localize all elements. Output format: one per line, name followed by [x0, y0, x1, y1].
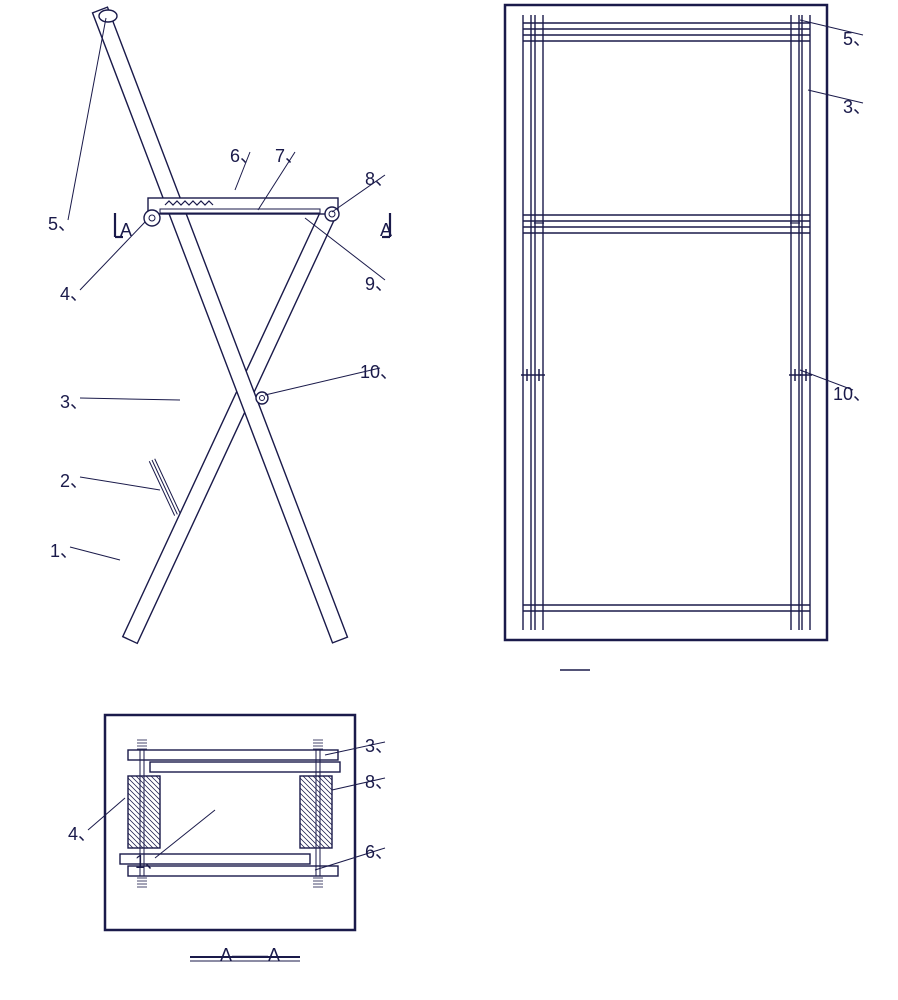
- annotation: A: [120, 220, 132, 241]
- callout-r3: 3、: [843, 93, 871, 119]
- annotation: A: [380, 220, 392, 241]
- callout-l3: 3、: [60, 388, 88, 414]
- callout-b8: 8、: [365, 768, 393, 794]
- callout-r5: 5、: [843, 25, 871, 51]
- callout-l7: 7、: [275, 142, 303, 168]
- callout-l9: 9、: [365, 270, 393, 296]
- callout-b1: 1、: [135, 848, 163, 874]
- callout-b4: 4、: [68, 820, 96, 846]
- callout-l5: 5、: [48, 210, 76, 236]
- callout-b3: 3、: [365, 732, 393, 758]
- callout-l2: 2、: [60, 467, 88, 493]
- callout-r10: 10、: [833, 380, 871, 406]
- callout-b6: 6、: [365, 838, 393, 864]
- callout-l1: 1、: [50, 537, 78, 563]
- callout-l6: 6、: [230, 142, 258, 168]
- callout-l10: 10、: [360, 358, 398, 384]
- callout-l4: 4、: [60, 280, 88, 306]
- annotation: A——A: [220, 945, 280, 966]
- callout-l8: 8、: [365, 165, 393, 191]
